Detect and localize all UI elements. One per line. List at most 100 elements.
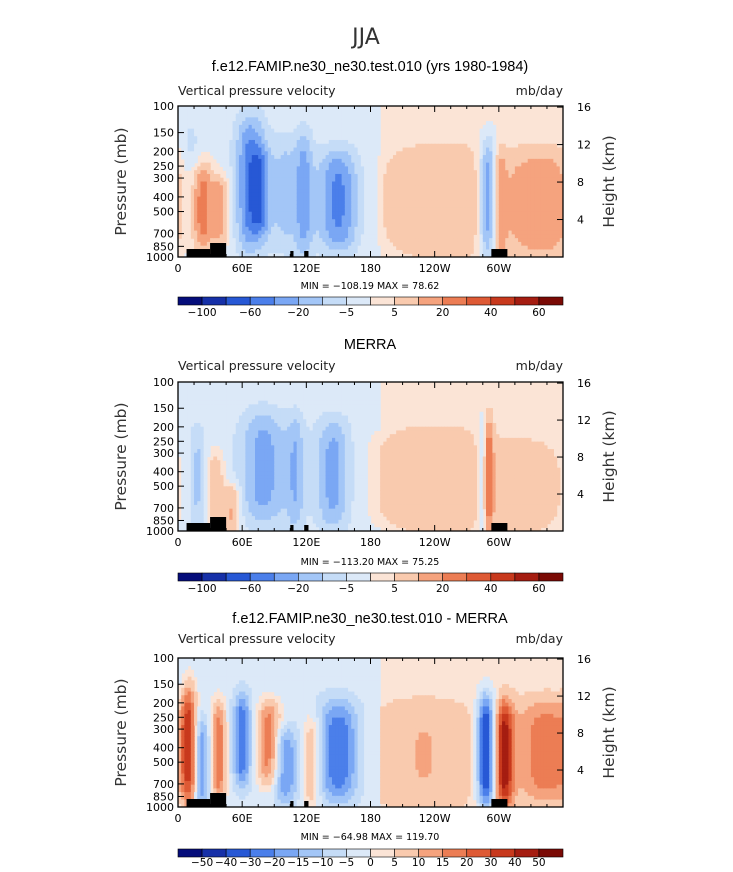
field-cell bbox=[447, 155, 452, 160]
field-cell bbox=[232, 493, 237, 499]
y-right-axis-title: Height (km) bbox=[600, 135, 618, 227]
field-cell bbox=[200, 519, 205, 525]
field-cell bbox=[200, 393, 205, 398]
field-cell bbox=[505, 147, 510, 152]
field-cell bbox=[290, 230, 295, 235]
field-cell bbox=[303, 238, 307, 243]
field-cell bbox=[238, 497, 243, 502]
field-cell bbox=[389, 166, 394, 171]
field-cell bbox=[556, 192, 561, 198]
field-cell bbox=[232, 223, 237, 228]
field-cell bbox=[325, 151, 330, 156]
field-cell bbox=[190, 434, 195, 439]
field-cell bbox=[409, 226, 413, 232]
field-cell bbox=[181, 117, 186, 122]
field-cell bbox=[441, 249, 445, 254]
field-cell bbox=[514, 151, 519, 156]
field-cell bbox=[444, 241, 449, 247]
field-cell bbox=[264, 128, 269, 134]
field-cell bbox=[229, 185, 234, 190]
field-cell bbox=[431, 162, 436, 168]
field-cell bbox=[200, 456, 205, 461]
field-cell bbox=[537, 151, 542, 156]
field-cell bbox=[559, 238, 563, 243]
field-cell bbox=[280, 128, 285, 134]
field-cell bbox=[280, 166, 285, 171]
field-cell bbox=[386, 173, 391, 179]
field-cell bbox=[248, 192, 253, 198]
field-cell bbox=[453, 249, 458, 254]
field-cell bbox=[559, 219, 563, 224]
field-cell bbox=[190, 463, 195, 469]
field-cell bbox=[402, 241, 407, 247]
field-cell bbox=[530, 162, 535, 168]
field-cell bbox=[521, 226, 526, 232]
field-cell bbox=[412, 196, 417, 201]
field-cell bbox=[367, 181, 372, 186]
field-cell bbox=[255, 196, 259, 201]
field-cell bbox=[518, 211, 522, 217]
field-cell bbox=[251, 434, 256, 439]
field-cell bbox=[405, 173, 410, 179]
field-cell bbox=[360, 124, 365, 130]
field-cell bbox=[543, 223, 548, 228]
field-cell bbox=[428, 215, 433, 220]
field-cell bbox=[325, 177, 330, 183]
field-cell bbox=[280, 173, 285, 179]
field-cell bbox=[492, 132, 497, 137]
field-cell bbox=[431, 147, 436, 152]
field-cell bbox=[271, 166, 275, 171]
field-cell bbox=[553, 241, 558, 247]
field-cell bbox=[546, 177, 551, 183]
field-cell bbox=[242, 173, 246, 179]
field-cell bbox=[216, 139, 221, 145]
field-cell bbox=[518, 204, 522, 209]
field-cell bbox=[502, 181, 506, 186]
field-cell bbox=[226, 253, 230, 257]
field-cell bbox=[364, 128, 368, 134]
field-cell bbox=[271, 192, 275, 198]
field-cell bbox=[402, 204, 407, 209]
field-cell bbox=[283, 166, 288, 171]
field-cell bbox=[498, 192, 503, 198]
field-cell bbox=[251, 200, 256, 205]
field-cell bbox=[303, 245, 307, 251]
field-cell bbox=[489, 132, 494, 137]
field-cell bbox=[235, 117, 240, 122]
field-cell bbox=[457, 204, 461, 209]
field-cell bbox=[258, 463, 263, 469]
field-cell bbox=[409, 155, 413, 160]
field-cell bbox=[184, 139, 189, 145]
field-cell bbox=[206, 139, 211, 145]
field-cell bbox=[255, 430, 259, 435]
field-cell bbox=[338, 211, 343, 217]
field-cell bbox=[479, 143, 484, 149]
field-cell bbox=[181, 441, 186, 446]
field-cell bbox=[235, 162, 240, 168]
field-cell bbox=[216, 177, 221, 183]
field-cell bbox=[274, 155, 279, 160]
field-cell bbox=[229, 437, 234, 443]
field-cell bbox=[277, 170, 282, 175]
field-cell bbox=[267, 143, 272, 149]
field-cell bbox=[553, 245, 558, 251]
field-cell bbox=[441, 245, 445, 251]
field-cell bbox=[341, 117, 346, 122]
field-cell bbox=[296, 158, 301, 164]
field-cell bbox=[348, 106, 352, 111]
field-cell bbox=[469, 155, 474, 160]
field-cell bbox=[373, 121, 378, 126]
field-cell bbox=[360, 117, 365, 122]
field-cell bbox=[206, 124, 211, 130]
field-cell bbox=[495, 196, 500, 201]
field-cell bbox=[338, 136, 343, 141]
field-cell bbox=[197, 478, 202, 484]
field-cell bbox=[277, 147, 282, 152]
field-cell bbox=[245, 426, 250, 432]
field-cell bbox=[463, 241, 468, 247]
field-cell bbox=[181, 155, 186, 160]
field-cell bbox=[431, 177, 436, 183]
field-cell bbox=[309, 106, 314, 111]
field-cell bbox=[457, 170, 461, 175]
field-cell bbox=[524, 177, 529, 183]
